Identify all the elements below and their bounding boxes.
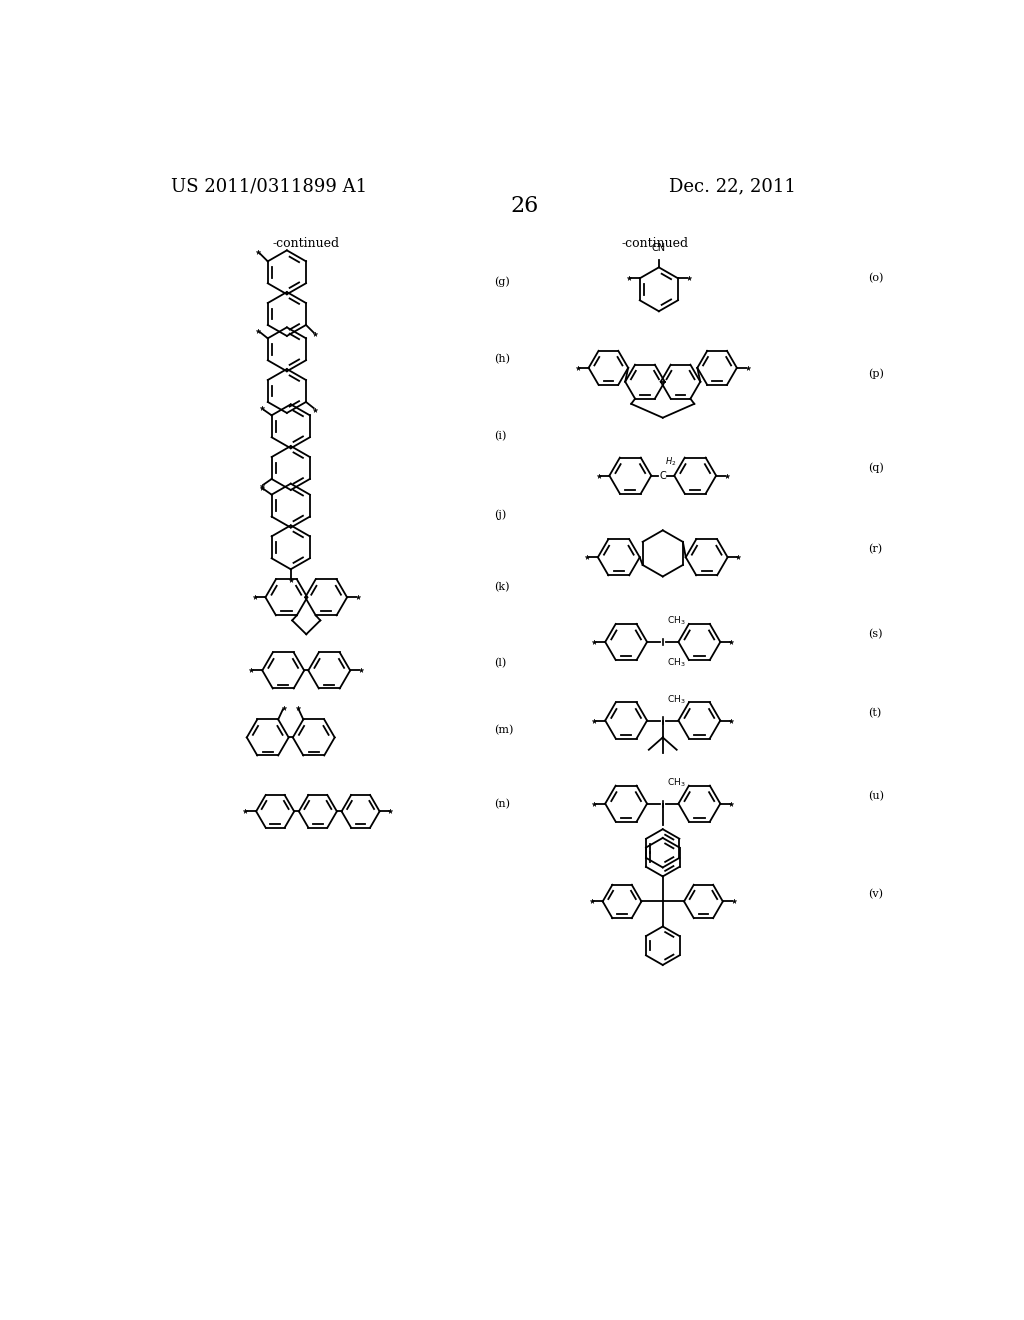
- Text: CH$_3$: CH$_3$: [667, 776, 685, 789]
- Text: -continued: -continued: [622, 238, 688, 249]
- Text: (t): (t): [868, 708, 882, 718]
- Text: US 2011/0311899 A1: US 2011/0311899 A1: [171, 178, 367, 195]
- Text: (p): (p): [868, 368, 884, 379]
- Text: (h): (h): [494, 354, 510, 364]
- Text: Dec. 22, 2011: Dec. 22, 2011: [669, 178, 796, 195]
- Text: C: C: [659, 471, 667, 482]
- Text: (m): (m): [494, 725, 513, 735]
- Text: (q): (q): [868, 462, 884, 474]
- Text: (n): (n): [494, 799, 510, 809]
- Text: (j): (j): [494, 510, 506, 520]
- Text: -continued: -continued: [272, 238, 340, 249]
- Text: (i): (i): [494, 430, 506, 441]
- Text: (u): (u): [868, 791, 884, 801]
- Text: (r): (r): [868, 544, 883, 554]
- Text: (v): (v): [868, 888, 883, 899]
- Text: (k): (k): [494, 582, 509, 593]
- Text: $H_2$: $H_2$: [665, 455, 677, 469]
- Text: (o): (o): [868, 273, 884, 282]
- Text: (l): (l): [494, 657, 506, 668]
- Text: CH$_3$: CH$_3$: [667, 656, 685, 669]
- Text: CH$_3$: CH$_3$: [667, 615, 685, 627]
- Text: 26: 26: [511, 195, 539, 218]
- Text: (s): (s): [868, 630, 883, 639]
- Text: CN: CN: [652, 243, 666, 253]
- Text: (g): (g): [494, 276, 510, 286]
- Text: CH$_3$: CH$_3$: [667, 693, 685, 706]
